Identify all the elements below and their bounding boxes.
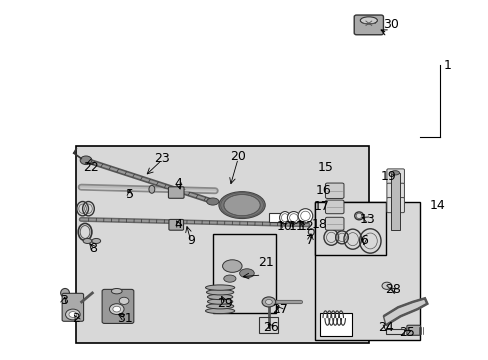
Text: 28: 28 <box>385 283 400 296</box>
Text: 26: 26 <box>263 320 279 333</box>
Ellipse shape <box>222 260 242 273</box>
Ellipse shape <box>219 192 264 219</box>
Text: 22: 22 <box>83 161 99 174</box>
Bar <box>212 234 276 313</box>
Text: 5: 5 <box>125 188 134 201</box>
FancyBboxPatch shape <box>386 183 404 198</box>
FancyBboxPatch shape <box>62 293 83 321</box>
Text: 2: 2 <box>72 311 80 325</box>
Bar <box>390 173 399 230</box>
Bar <box>385 329 404 334</box>
Circle shape <box>113 306 121 312</box>
Bar <box>259 317 277 333</box>
Bar <box>320 313 351 336</box>
Circle shape <box>69 312 77 318</box>
Text: 12: 12 <box>299 220 314 233</box>
Ellipse shape <box>149 185 155 193</box>
Text: 11: 11 <box>288 220 304 233</box>
Text: 8: 8 <box>89 242 97 255</box>
Ellipse shape <box>205 285 234 290</box>
Text: 23: 23 <box>153 152 169 165</box>
Ellipse shape <box>390 171 399 175</box>
FancyBboxPatch shape <box>168 187 183 198</box>
Circle shape <box>119 297 129 305</box>
Circle shape <box>381 282 391 289</box>
Ellipse shape <box>287 212 300 224</box>
Ellipse shape <box>279 212 290 224</box>
FancyBboxPatch shape <box>353 15 383 35</box>
Text: 21: 21 <box>258 256 274 269</box>
FancyBboxPatch shape <box>325 183 343 198</box>
Ellipse shape <box>92 238 101 243</box>
Bar <box>315 202 419 339</box>
Circle shape <box>65 309 80 320</box>
Text: 13: 13 <box>359 213 374 226</box>
Ellipse shape <box>205 308 234 314</box>
FancyBboxPatch shape <box>325 217 343 230</box>
Ellipse shape <box>207 294 232 300</box>
Text: 10: 10 <box>277 220 292 233</box>
Text: 27: 27 <box>271 303 287 316</box>
Text: 7: 7 <box>305 234 314 247</box>
Text: 17: 17 <box>313 201 329 213</box>
Ellipse shape <box>83 238 92 243</box>
FancyBboxPatch shape <box>168 220 183 230</box>
Ellipse shape <box>298 209 312 223</box>
Text: 4: 4 <box>174 177 182 190</box>
Text: 3: 3 <box>60 294 68 307</box>
FancyBboxPatch shape <box>386 169 404 184</box>
Circle shape <box>80 156 92 165</box>
FancyBboxPatch shape <box>325 200 343 214</box>
Polygon shape <box>383 298 427 325</box>
Text: 14: 14 <box>428 199 444 212</box>
Text: 25: 25 <box>398 326 414 339</box>
Circle shape <box>109 304 124 315</box>
Text: 24: 24 <box>377 320 393 333</box>
Ellipse shape <box>61 288 69 297</box>
Circle shape <box>265 300 272 305</box>
FancyBboxPatch shape <box>386 198 404 213</box>
Ellipse shape <box>207 299 232 304</box>
Text: 16: 16 <box>315 184 331 197</box>
Text: 4: 4 <box>174 218 182 231</box>
Ellipse shape <box>224 275 236 282</box>
Text: 15: 15 <box>317 161 333 174</box>
Ellipse shape <box>206 198 219 205</box>
Text: 31: 31 <box>117 311 133 325</box>
Text: 6: 6 <box>359 234 367 247</box>
Text: 20: 20 <box>230 150 245 163</box>
FancyBboxPatch shape <box>102 289 134 323</box>
Bar <box>315 202 385 255</box>
Text: 30: 30 <box>382 18 398 31</box>
Bar <box>268 213 281 222</box>
Text: 29: 29 <box>217 297 232 310</box>
Ellipse shape <box>206 289 233 295</box>
Ellipse shape <box>239 269 254 278</box>
FancyBboxPatch shape <box>406 325 420 335</box>
Ellipse shape <box>111 288 122 294</box>
Ellipse shape <box>360 17 377 24</box>
Ellipse shape <box>224 194 260 216</box>
Circle shape <box>262 297 275 307</box>
Text: 19: 19 <box>380 170 395 183</box>
Bar <box>76 146 368 343</box>
Text: 18: 18 <box>311 218 327 231</box>
Text: 9: 9 <box>186 234 194 247</box>
Ellipse shape <box>206 303 233 309</box>
Text: 1: 1 <box>443 59 450 72</box>
